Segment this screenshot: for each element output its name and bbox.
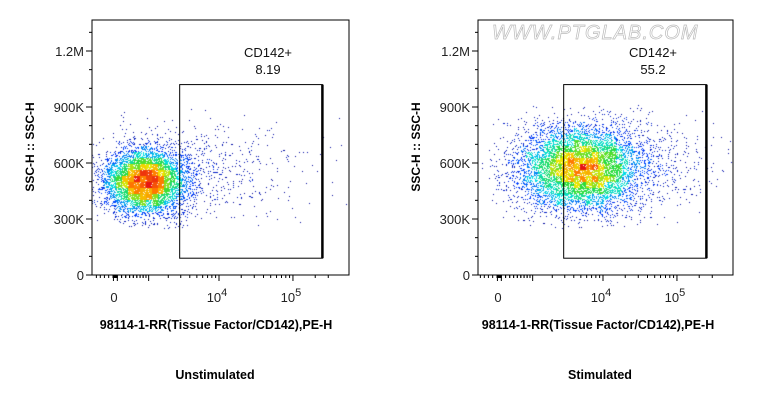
y-tick-label: 600K xyxy=(440,156,471,171)
x-tick-label: 104 xyxy=(591,287,612,305)
gate-label: CD142+ 8.19 xyxy=(218,44,318,78)
plot-frame xyxy=(91,19,350,276)
scatter-density xyxy=(478,20,733,275)
gate-cd142 xyxy=(563,84,707,259)
caption: Stimulated xyxy=(568,368,632,382)
x-tick-label: 104 xyxy=(207,287,228,305)
y-tick-label: 0 xyxy=(463,268,470,283)
gate-percent: 8.19 xyxy=(255,62,281,77)
axes: 0 300K 600K 900K 1.2M 0 104 105 xyxy=(54,19,350,305)
gate-cd142 xyxy=(179,84,323,259)
x-tick-label: 105 xyxy=(665,287,686,305)
y-tick-label: 900K xyxy=(440,100,471,115)
caption: Unstimulated xyxy=(175,368,255,382)
y-tick-label: 1.2M xyxy=(55,44,84,59)
plot-unstimulated: SSC-H :: SSC-H 0 300K 600K 900K 1.2M 0 104 105 … xyxy=(0,0,378,413)
y-tick-label: 1.2M xyxy=(441,44,470,59)
x-axis-label: 98114-1-RR(Tissue Factor/CD142),PE-H xyxy=(481,318,715,332)
plot-stimulated: SSC-H :: SSC-H 0 300K 600K 900K 1.2M 0 104 105 … xyxy=(384,0,757,413)
x-tick-label: 0 xyxy=(110,290,117,305)
y-tick-label: 600K xyxy=(54,156,85,171)
watermark: WWW.PTGLAB.COM xyxy=(492,22,699,45)
axes: 0 300K 600K 900K 1.2M 0 104 105 xyxy=(440,19,734,305)
scatter-density xyxy=(92,20,349,275)
plot-frame xyxy=(477,19,734,276)
y-tick-label: 0 xyxy=(77,268,84,283)
gate-percent: 55.2 xyxy=(640,62,666,77)
y-tick-label: 300K xyxy=(440,212,471,227)
gate-label: CD142+ 55.2 xyxy=(603,44,703,78)
x-tick-label: 0 xyxy=(494,290,501,305)
y-tick-label: 300K xyxy=(54,212,85,227)
x-tick-label: 105 xyxy=(281,287,302,305)
x-axis-label: 98114-1-RR(Tissue Factor/CD142),PE-H xyxy=(99,318,333,332)
y-tick-label: 900K xyxy=(54,100,85,115)
